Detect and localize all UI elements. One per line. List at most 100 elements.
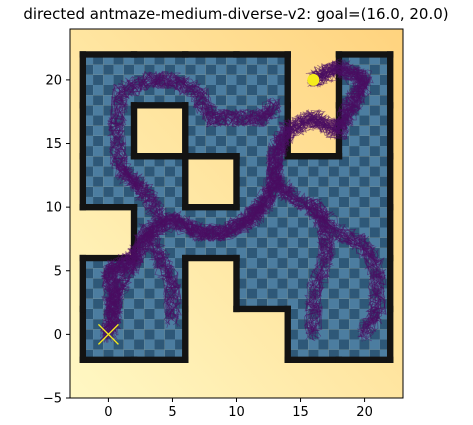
floor-tile	[93, 156, 104, 167]
floor-tile	[164, 84, 176, 96]
floor-tile	[338, 308, 350, 320]
markers	[97, 73, 320, 345]
floor-tile	[256, 125, 268, 136]
floor-tile	[338, 207, 350, 218]
chart-title: directed antmaze-medium-diverse-v2: goal…	[23, 5, 448, 23]
floor-tile	[93, 54, 104, 65]
floor-tile	[267, 95, 278, 106]
floor-tile	[256, 288, 268, 299]
floor-tile	[287, 308, 298, 320]
floor-tile	[216, 54, 227, 65]
floor-tile	[205, 237, 217, 248]
floor-tile	[113, 115, 124, 126]
floor-tile	[297, 207, 309, 218]
floor-tile	[369, 125, 380, 136]
floor-tile	[246, 176, 257, 187]
floor-tile	[297, 258, 309, 269]
floor-tile	[226, 74, 237, 85]
trajectory-line	[268, 180, 385, 334]
floor-tile	[134, 207, 145, 218]
floor-tile	[267, 278, 278, 289]
floor-tile	[82, 268, 94, 279]
trajectory-line	[304, 212, 334, 332]
floor-tile	[359, 135, 370, 147]
floor-tile	[236, 186, 247, 197]
floor-tile	[246, 125, 257, 136]
floor-tile	[164, 196, 176, 208]
floor-tile	[195, 74, 206, 85]
floor-tile	[256, 258, 268, 269]
floor-tile	[164, 237, 176, 248]
floor-tile	[154, 268, 165, 279]
floor-tile	[82, 146, 94, 157]
floor-tile	[134, 196, 145, 208]
trajectory-line	[143, 235, 181, 321]
floor-tile	[256, 227, 268, 238]
floor-tile	[185, 95, 196, 106]
floor-tile	[195, 64, 206, 75]
floor-tile	[379, 288, 391, 299]
floor-tile	[175, 247, 186, 259]
floor-tile	[256, 166, 268, 177]
floor-tile	[144, 349, 155, 360]
floor-tile	[338, 298, 350, 309]
floor-tile	[164, 207, 176, 218]
floor-tile	[369, 186, 380, 197]
floor-tile	[297, 308, 309, 320]
floor-tile	[134, 217, 145, 228]
floor-tile	[205, 207, 217, 218]
floor-tile	[82, 308, 94, 320]
floor-tile	[93, 84, 104, 96]
floor-tile	[379, 237, 391, 248]
floor-tile	[195, 105, 206, 116]
floor-tile	[154, 95, 165, 106]
floor-tile	[164, 156, 176, 167]
floor-tile	[246, 278, 257, 289]
floor-tile	[287, 247, 298, 259]
floor-tile	[113, 84, 124, 96]
floor-tile	[103, 64, 114, 75]
floor-tile	[185, 115, 196, 126]
floor-tile	[338, 217, 350, 228]
floor-tile	[338, 268, 350, 279]
floor-tile	[134, 84, 145, 96]
floor-tile	[195, 237, 206, 248]
floor-tile	[154, 166, 165, 177]
floor-tile	[379, 339, 391, 350]
floor-tile	[195, 247, 206, 259]
floor-tile	[338, 288, 350, 299]
floor-tile	[82, 74, 94, 85]
floor-tile	[359, 125, 370, 136]
floor-tile	[328, 207, 339, 218]
floor-tile	[318, 288, 329, 299]
floor-tile	[338, 156, 350, 167]
floor-tile	[349, 247, 360, 259]
trajectory-line	[277, 173, 386, 337]
floor-tile	[369, 227, 380, 238]
floor-tile	[226, 247, 237, 259]
floor-tile	[123, 349, 135, 360]
floor-tile	[328, 278, 339, 289]
floor-tile	[226, 105, 237, 116]
floor-tile	[246, 146, 257, 157]
y-tick-label: 20	[45, 73, 62, 88]
floor-tile	[195, 146, 206, 157]
floor-tile	[328, 308, 339, 320]
floor-tile	[359, 339, 370, 350]
floor-tile	[359, 64, 370, 75]
floor-tile	[379, 74, 391, 85]
floor-tile	[287, 156, 298, 167]
floor-tile	[93, 125, 104, 136]
floor-tile	[287, 166, 298, 177]
floor-tile	[338, 54, 350, 65]
floor-tile	[328, 176, 339, 187]
floor-tile	[185, 237, 196, 248]
floor-tile	[338, 196, 350, 208]
floor-tile	[164, 329, 176, 340]
floor-tile	[123, 329, 135, 340]
floor-tile	[318, 298, 329, 309]
floor-tile	[277, 95, 288, 106]
floor-tile	[349, 227, 360, 238]
floor-tile	[328, 288, 339, 299]
